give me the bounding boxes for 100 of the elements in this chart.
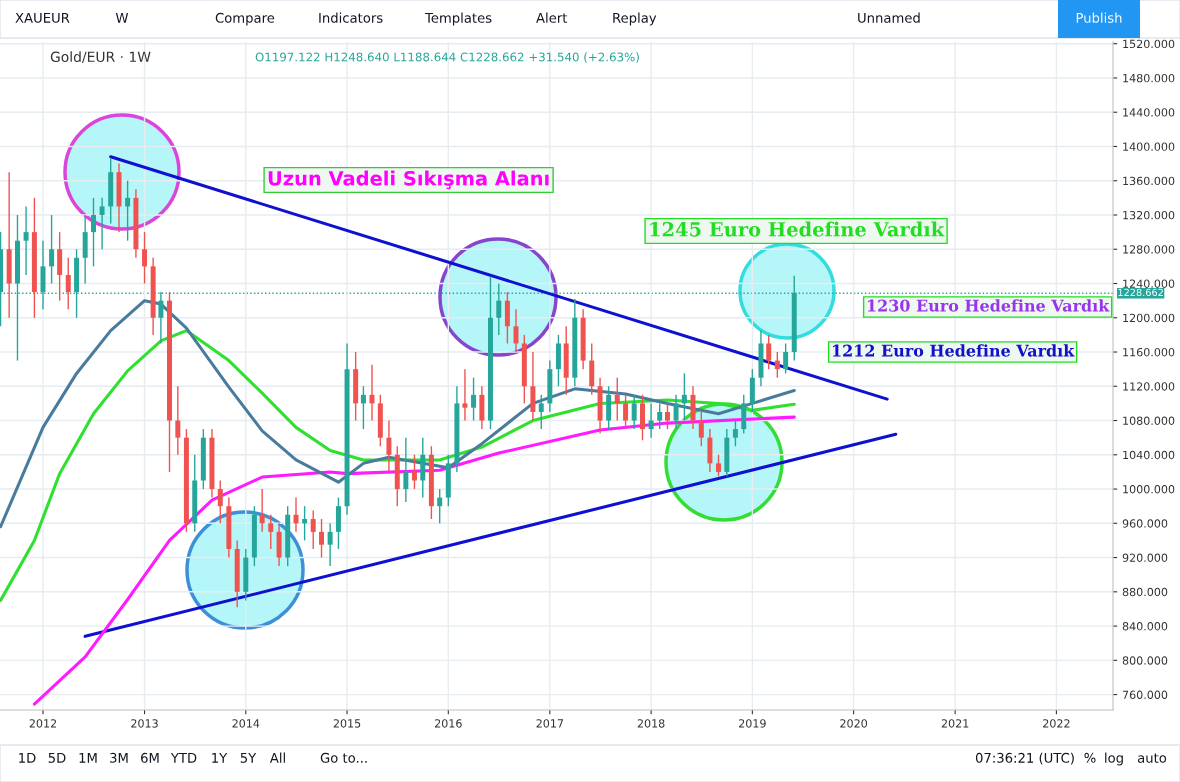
candlestick — [302, 505, 308, 542]
y-tick-label: 960.000 — [1122, 519, 1168, 528]
x-tick-label: 2018 — [637, 719, 665, 728]
text: 1M — [79, 753, 97, 763]
candlestick — [310, 509, 316, 550]
y-tick-label: 760.000 — [1122, 690, 1168, 699]
y-tick-label: 840.000 — [1122, 622, 1168, 631]
candlestick — [268, 514, 274, 550]
y-tick-label: 1360.000 — [1123, 176, 1175, 186]
text: Replay — [613, 12, 657, 26]
candlestick — [411, 454, 417, 490]
candlestick — [623, 394, 629, 430]
x-tick-label: 2016 — [434, 719, 462, 728]
candlestick — [716, 454, 722, 477]
candlestick — [664, 402, 670, 430]
text: 5D — [48, 753, 66, 763]
line-series — [32, 415, 796, 706]
y-tick-label: 1080.000 — [1123, 416, 1175, 425]
text: Compare — [215, 12, 275, 26]
y-tick-label: 1280.000 — [1123, 245, 1175, 254]
annotation: 1245 Euro Hedefine Vardık — [650, 221, 945, 237]
candlestick — [774, 351, 780, 379]
candlestick — [175, 385, 181, 456]
candlestick — [369, 364, 375, 422]
candlestick — [125, 180, 131, 242]
text: % — [1084, 752, 1096, 763]
candlestick — [65, 257, 71, 310]
text: W — [115, 13, 129, 23]
text: Publish — [1076, 12, 1122, 23]
x-tick-label: 2012 — [29, 719, 57, 728]
candlestick — [90, 197, 96, 268]
text: Alert — [536, 12, 568, 23]
text: YTD — [170, 753, 197, 763]
x-tick-label: 2020 — [840, 719, 868, 728]
candlestick — [471, 377, 477, 422]
candlestick — [217, 479, 223, 524]
y-tick-label: 1000.000 — [1123, 485, 1175, 494]
x-tick-label: 2014 — [232, 719, 260, 728]
text: 5Y — [240, 753, 257, 763]
candlestick — [403, 436, 409, 503]
text: Unnamed — [858, 12, 920, 23]
x-tick-label: 2013 — [131, 719, 158, 728]
text: Indicators — [319, 12, 383, 23]
text: 1Y — [212, 753, 228, 763]
y-tick-label: 880.000 — [1122, 587, 1168, 597]
candlestick — [360, 385, 366, 430]
text: 1D — [19, 753, 36, 763]
candlestick — [319, 518, 325, 559]
text: Go to... — [320, 752, 367, 763]
y-tick-label: 920.000 — [1122, 553, 1168, 562]
text: 3M — [110, 752, 128, 763]
y-tick-label: 1440.000 — [1123, 108, 1175, 117]
y-tick-label: 1160.000 — [1123, 348, 1175, 357]
line-series — [0, 299, 796, 529]
candlestick — [462, 368, 468, 422]
candlestick — [142, 231, 148, 285]
candlestick — [259, 488, 265, 533]
x-tick-label: 2021 — [941, 719, 969, 728]
candlestick — [614, 377, 620, 422]
candlestick — [49, 214, 55, 285]
y-tick-label: 1400.000 — [1123, 142, 1175, 151]
text: auto — [1137, 753, 1167, 763]
text: All — [269, 752, 285, 763]
text: log — [1105, 752, 1123, 766]
candlestick — [657, 402, 663, 430]
annotation: 1230 Euro Hedefine Vardık — [867, 299, 1110, 312]
x-tick-label: 2019 — [739, 719, 766, 728]
candlestick — [732, 419, 738, 447]
candlestick — [766, 334, 772, 370]
candlestick — [23, 205, 29, 276]
candlestick — [99, 197, 105, 250]
x-tick-label: 2015 — [333, 719, 361, 728]
annotation: Uzun Vadeli Sıkışma Alanı — [268, 170, 549, 190]
candlestick — [673, 394, 679, 430]
candlestick — [698, 411, 704, 447]
candlestick — [648, 402, 654, 439]
y-tick-label: 1520.000 — [1123, 39, 1175, 49]
y-tick-label: 1040.000 — [1123, 450, 1175, 460]
text: 07:36:21 (UTC) — [975, 752, 1074, 765]
text: XAUEUR — [15, 13, 70, 23]
y-tick-label: 1120.000 — [1123, 382, 1175, 391]
candlestick — [293, 496, 299, 533]
annotation: 1212 Euro Hedefine Vardık — [832, 344, 1075, 357]
candlestick — [681, 372, 687, 422]
candlestick — [437, 488, 443, 524]
text: Templates — [424, 12, 492, 26]
y-tick-label: 1200.000 — [1123, 313, 1175, 323]
text: O1197.122 H1248.640 L1188.644 C1228.662 +31.540 (+2.63%) — [255, 52, 639, 63]
y-tick-label: 1240.000 — [1123, 279, 1175, 288]
y-tick-label: 800.000 — [1122, 656, 1168, 665]
text: Gold/EUR · 1W — [50, 51, 151, 64]
candlestick — [783, 342, 789, 375]
y-tick-label: 1480.000 — [1123, 73, 1175, 83]
candlestick — [386, 419, 392, 473]
candlestick — [631, 394, 637, 430]
x-tick-label: 2017 — [536, 719, 564, 728]
ref-line-label: 1228.662 — [1118, 288, 1163, 297]
candlestick — [327, 522, 333, 567]
x-tick-label: 2022 — [1043, 719, 1070, 728]
candlestick — [538, 394, 544, 430]
